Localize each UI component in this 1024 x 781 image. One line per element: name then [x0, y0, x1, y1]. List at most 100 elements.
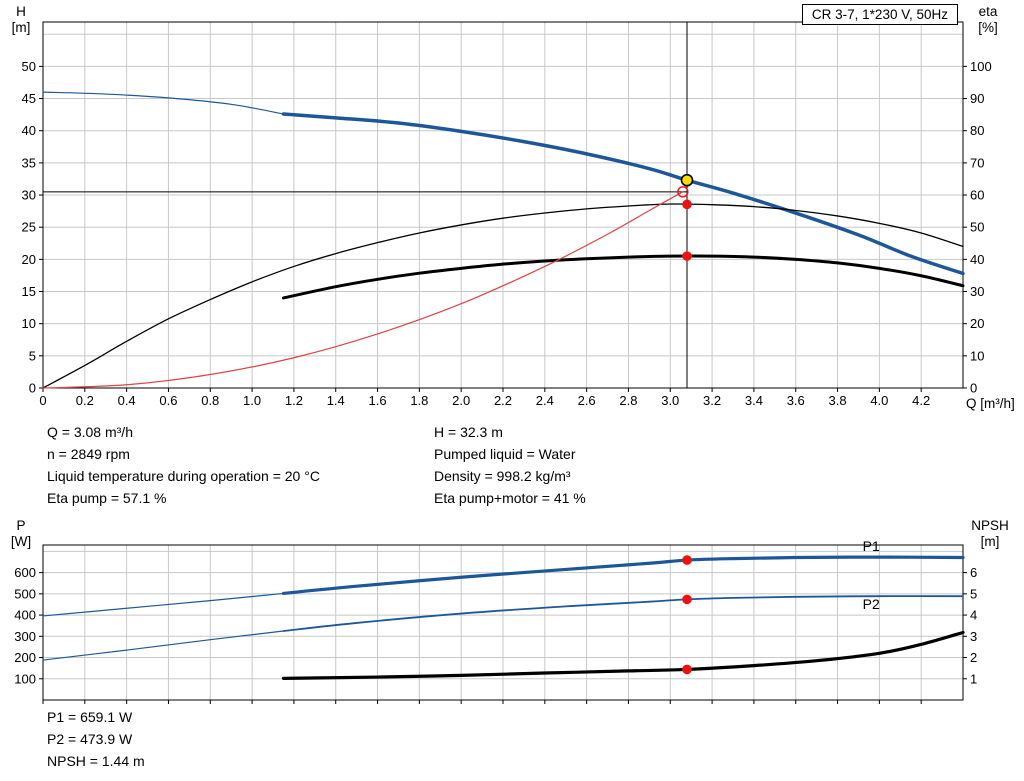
y-right-tick-label: 0	[970, 381, 977, 396]
y-left-tick-label: 5	[29, 348, 36, 363]
duty-point-npsh	[682, 664, 692, 675]
x-tick-label: 2.0	[452, 393, 470, 408]
p2-curve	[282, 595, 964, 632]
x-tick-label: 3.6	[787, 393, 805, 408]
y-right-tick-label: 3	[970, 629, 977, 644]
x-tick-label: 0.2	[76, 393, 94, 408]
npsh-axis-title-line2: [m]	[980, 534, 1000, 549]
x-tick-label: 0.4	[118, 393, 136, 408]
eta-pump-curve	[42, 203, 964, 389]
p1-curve	[281, 555, 965, 596]
x-tick-label: 3.2	[703, 393, 721, 408]
p1-curve-thin	[42, 592, 285, 617]
y-left-tick-label: 0	[29, 381, 36, 396]
y-left-tick-label: 400	[14, 608, 36, 623]
x-tick-label: 1.8	[410, 393, 428, 408]
duty-point-head	[680, 173, 694, 187]
h-axis-title-line2: [m]	[11, 20, 31, 35]
x-tick-label: 0.8	[201, 393, 219, 408]
y-right-tick-label: 1	[970, 671, 977, 686]
y-right-tick-label: 80	[970, 123, 984, 138]
info-npsh: NPSH = 1.44 m	[47, 753, 145, 769]
p-axis-title-line1: P	[16, 518, 26, 533]
y-right-tick-label: 90	[970, 91, 984, 106]
info-p1: P1 = 659.1 W	[47, 709, 133, 725]
operating-info-right: H = 32.3 m Pumped liquid = Water Density…	[434, 421, 586, 509]
x-tick-label: 2.8	[619, 393, 637, 408]
pump-title-box: CR 3-7, 1*230 V, 50Hz	[801, 4, 958, 25]
x-tick-label: 0	[39, 393, 46, 408]
info-eta-pump: Eta pump = 57.1 %	[47, 490, 167, 506]
y-right-tick-label: 60	[970, 188, 984, 203]
info-eta-pump-motor: Eta pump+motor = 41 %	[434, 490, 586, 506]
eta-axis-title-line2: [%]	[978, 20, 998, 35]
y-left-tick-label: 300	[14, 629, 36, 644]
head-q-curve-thin	[42, 91, 285, 115]
x-tick-label: 1.0	[243, 393, 261, 408]
duty-point-p1	[682, 555, 692, 565]
x-tick-label: 3.8	[829, 393, 847, 408]
info-p2: P2 = 473.9 W	[47, 731, 133, 747]
y-left-tick-label: 100	[14, 671, 36, 686]
y-left-tick-label: 25	[22, 220, 36, 235]
x-tick-label: 1.2	[285, 393, 303, 408]
y-left-tick-label: 600	[14, 565, 36, 580]
p-axis-title-line2: [W]	[10, 534, 32, 549]
y-left-tick-label: 45	[22, 91, 36, 106]
p1-curve-label: P1	[863, 538, 880, 554]
p-axis-title: P [W]	[0, 518, 42, 550]
y-left-tick-label: 30	[22, 188, 36, 203]
npsh-curve	[281, 630, 965, 680]
y-right-tick-label: 10	[970, 348, 984, 363]
x-tick-label: 3.0	[661, 393, 679, 408]
eta-pump-motor-curve	[281, 254, 965, 300]
x-tick-label: 2.4	[536, 393, 554, 408]
duty-point-eta-motor	[682, 251, 692, 261]
x-tick-label: 4.2	[912, 393, 930, 408]
y-left-tick-label: 40	[22, 123, 36, 138]
y-right-tick-label: 5	[970, 586, 977, 601]
y-right-tick-label: 6	[970, 565, 977, 580]
h-axis-title: H [m]	[0, 4, 42, 36]
y-right-tick-label: 20	[970, 316, 984, 331]
x-tick-label: 2.2	[494, 393, 512, 408]
p2-curve-thin	[42, 630, 285, 661]
x-tick-label: 2.6	[578, 393, 596, 408]
y-right-tick-label: 50	[970, 220, 984, 235]
y-right-tick-label: 40	[970, 252, 984, 267]
p2-curve-label: P2	[863, 596, 880, 612]
y-right-tick-label: 100	[970, 59, 992, 74]
x-tick-label: 0.6	[159, 393, 177, 408]
q-axis-title: Q [m³/h]	[966, 396, 1015, 411]
npsh-axis-title: NPSH [m]	[958, 518, 1022, 550]
y-left-tick-label: 500	[14, 586, 36, 601]
power-npsh-chart: 100 200 300 400 500 600 1 2 3 4 5 6 P1 P2	[14, 538, 977, 704]
y-left-tick-label: 200	[14, 650, 36, 665]
x-tick-label: 4.0	[870, 393, 888, 408]
y-left-tick-label: 10	[22, 316, 36, 331]
x-tick-label: 1.6	[369, 393, 387, 408]
info-flow: Q = 3.08 m³/h	[47, 424, 133, 440]
info-head: H = 32.3 m	[434, 424, 503, 440]
y-left-tick-label: 15	[22, 284, 36, 299]
y-right-tick-label: 4	[970, 608, 977, 623]
y-right-tick-label: 30	[970, 284, 984, 299]
x-tick-label: 1.4	[327, 393, 345, 408]
operating-info-left: Q = 3.08 m³/h n = 2849 rpm Liquid temper…	[47, 421, 320, 509]
info-pumped-liquid: Pumped liquid = Water	[434, 446, 576, 462]
npsh-axis-title-line1: NPSH	[971, 518, 1009, 533]
system-curve	[42, 191, 684, 389]
power-info: P1 = 659.1 W P2 = 473.9 W NPSH = 1.44 m	[47, 706, 145, 772]
eta-axis-title: eta [%]	[964, 4, 1012, 36]
y-right-tick-label: 70	[970, 155, 984, 170]
duty-point-system	[677, 186, 689, 198]
y-right-tick-label: 2	[970, 650, 977, 665]
info-speed: n = 2849 rpm	[47, 446, 130, 462]
head-efficiency-chart: 0 0.2 0.4 0.6 0.8 1.0 1.2 1.4 1.6 1.8 2.0 2.2 2.4 2.6…	[22, 21, 992, 408]
eta-axis-title-line1: eta	[978, 4, 998, 19]
y-left-tick-label: 20	[22, 252, 36, 267]
y-left-tick-label: 50	[22, 59, 36, 74]
y-left-tick-label: 35	[22, 155, 36, 170]
x-tick-label: 3.4	[745, 393, 763, 408]
